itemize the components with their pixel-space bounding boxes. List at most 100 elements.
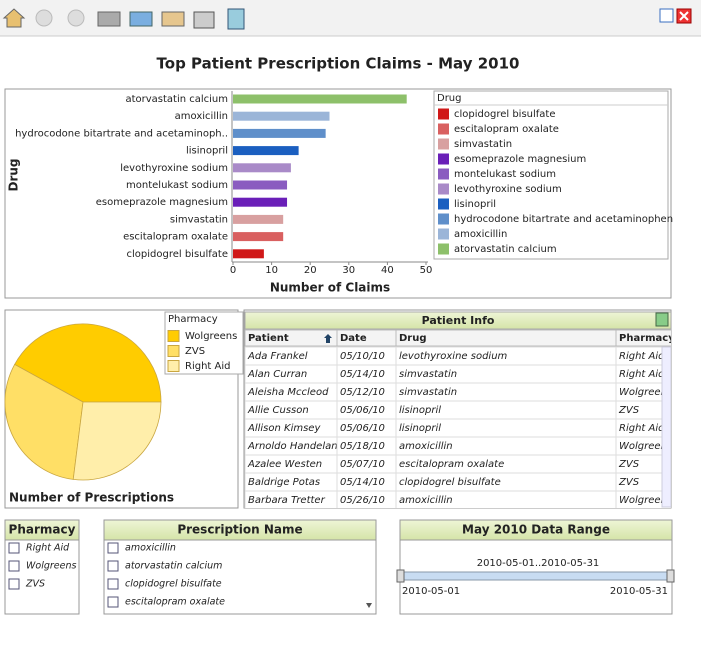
- tool-icon[interactable]: [97, 11, 121, 27]
- legend-label: hydrocodone bitartrate and acetaminophen: [454, 214, 673, 225]
- y-tick-label: hydrocodone bitartrate and acetaminoph..: [15, 128, 228, 139]
- x-tick-label: 0: [230, 265, 236, 276]
- checkbox[interactable]: [8, 560, 20, 572]
- table-cell: Arnoldo Handelan: [247, 441, 338, 452]
- slider-handle[interactable]: [396, 569, 405, 583]
- filter-header: [103, 519, 377, 541]
- bar-panel: [4, 88, 672, 299]
- home-icon[interactable]: [2, 8, 26, 28]
- table-cell: simvastatin: [399, 387, 457, 398]
- x-tick-label: 40: [381, 265, 394, 276]
- legend-label: clopidogrel bisulfate: [454, 109, 556, 120]
- tool-icon[interactable]: [129, 11, 153, 27]
- table-cell: Baldrige Potas: [248, 477, 320, 488]
- table-cell: 05/06/10: [340, 423, 385, 434]
- date-range-text: 2010-05-01..2010-05-31: [477, 558, 600, 569]
- table-cell: simvastatin: [399, 369, 457, 380]
- table-cell: Wolgreens: [619, 495, 672, 506]
- legend-swatch: [167, 330, 180, 342]
- table-cell: ZVS: [618, 477, 640, 488]
- legend-swatch: [438, 123, 449, 135]
- checkbox[interactable]: [107, 542, 119, 554]
- date-start: 2010-05-01: [402, 586, 460, 597]
- patient-table: Patient Info Patient Date Drug Pharmacy Ada F…: [244, 311, 700, 508]
- y-tick-label: montelukast sodium: [126, 180, 228, 191]
- bar: [233, 214, 284, 224]
- legend-swatch: [438, 183, 449, 195]
- table-cell: 05/07/10: [340, 459, 385, 470]
- checkbox[interactable]: [107, 560, 119, 572]
- table-row[interactable]: [244, 400, 671, 420]
- legend-swatch: [167, 360, 180, 372]
- legend-swatch: [438, 108, 449, 120]
- tool-icon[interactable]: [161, 11, 185, 27]
- table-cell: 05/06/10: [340, 405, 385, 416]
- checkbox[interactable]: [107, 578, 119, 590]
- y-tick-label: lisinopril: [186, 146, 228, 157]
- scroll-arrow: [366, 603, 372, 608]
- table-cell: ZVS: [618, 405, 640, 416]
- legend-swatch: [438, 168, 449, 180]
- sort-arrow: [324, 334, 332, 343]
- date-title: May 2010 Data Range: [462, 523, 610, 537]
- slider-track[interactable]: [401, 571, 671, 581]
- column-header-label: Date: [340, 333, 367, 344]
- table-cell: escitalopram oxalate: [399, 459, 504, 470]
- column-header[interactable]: [615, 329, 700, 347]
- column-header[interactable]: [395, 329, 617, 347]
- checkbox[interactable]: [107, 596, 119, 608]
- legend-swatch: [438, 138, 449, 150]
- date-header: [399, 519, 673, 541]
- table-cell: ZVS: [618, 459, 640, 470]
- export-icon[interactable]: [655, 312, 669, 327]
- restore-button[interactable]: [659, 8, 674, 23]
- filter-option: ZVS: [25, 579, 45, 590]
- bar: [233, 197, 288, 207]
- table-cell: Barbara Tretter: [248, 495, 326, 506]
- forward-icon[interactable]: [67, 9, 85, 27]
- table-cell: Aleisha Mccleod: [247, 387, 329, 398]
- table-cell: Wolgreens: [619, 387, 672, 398]
- y-tick-label: levothyroxine sodium: [120, 163, 228, 174]
- dashboard-title: Top Patient Prescription Claims - May 20…: [157, 55, 520, 73]
- checkbox[interactable]: [8, 542, 20, 554]
- legend-swatch: [438, 153, 449, 165]
- table-cell: clopidogrel bisulfate: [399, 477, 501, 488]
- print-icon[interactable]: [193, 11, 215, 29]
- x-tick-label: 50: [420, 265, 433, 276]
- bar: [233, 94, 407, 104]
- table-cell: 05/18/10: [340, 441, 385, 452]
- legend-title: Pharmacy: [168, 314, 218, 325]
- bar: [233, 180, 288, 190]
- back-icon[interactable]: [35, 9, 53, 27]
- y-tick-label: amoxicillin: [175, 111, 228, 122]
- checkbox[interactable]: [8, 578, 20, 590]
- legend-swatch: [167, 345, 180, 357]
- legend-swatch: [438, 243, 449, 255]
- table-cell: amoxicillin: [399, 495, 453, 506]
- x-axis-label: Number of Claims: [270, 281, 390, 295]
- filter-option: clopidogrel bisulfate: [125, 579, 222, 590]
- x-tick-label: 30: [342, 265, 355, 276]
- bar: [233, 146, 299, 156]
- table-cell: Right Aid: [619, 351, 665, 362]
- filter-option: Right Aid: [26, 543, 70, 554]
- filter-header: [4, 519, 80, 541]
- table-cell: Allie Cusson: [247, 405, 309, 416]
- table-cell: 05/14/10: [340, 369, 385, 380]
- table-cell: Ada Frankel: [247, 351, 308, 362]
- legend-label: ZVS: [185, 346, 205, 357]
- scrollbar[interactable]: [661, 346, 671, 508]
- table-row[interactable]: [244, 364, 671, 384]
- save-icon[interactable]: [227, 8, 245, 30]
- legend-title: Drug: [437, 93, 462, 104]
- bar: [233, 163, 291, 173]
- y-tick-label: escitalopram oxalate: [123, 232, 228, 243]
- legend-label: levothyroxine sodium: [454, 184, 562, 195]
- legend-swatch: [438, 228, 449, 240]
- slider-handle[interactable]: [666, 569, 675, 583]
- close-x: [679, 11, 689, 21]
- table-cell: Wolgreens: [619, 441, 672, 452]
- pie-slice: [14, 323, 162, 403]
